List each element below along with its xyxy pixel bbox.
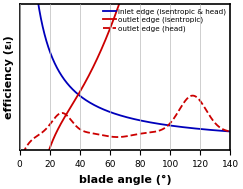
inlet edge (isentropic & head) (223, 130, 226, 132)
outlet edge (head) (229, 130, 232, 133)
outlet edge (head) (223, 129, 226, 131)
inlet edge (isentropic & head) (184, 126, 187, 129)
Line: outlet edge (isentropic): outlet edge (isentropic) (20, 0, 230, 189)
Line: outlet edge (head): outlet edge (head) (20, 96, 230, 163)
inlet edge (isentropic & head) (229, 130, 232, 133)
inlet edge (isentropic & head) (121, 115, 124, 117)
outlet edge (head) (121, 136, 124, 138)
outlet edge (head) (115, 136, 118, 138)
outlet edge (head) (191, 94, 194, 97)
outlet edge (isentropic) (115, 10, 118, 12)
outlet edge (head) (29, 140, 32, 143)
inlet edge (isentropic & head) (223, 130, 226, 132)
outlet edge (head) (18, 161, 21, 164)
inlet edge (isentropic & head) (115, 113, 118, 115)
outlet edge (head) (184, 99, 187, 101)
Y-axis label: efficiency (εᵢ): efficiency (εᵢ) (4, 36, 14, 119)
Line: inlet edge (isentropic & head): inlet edge (isentropic & head) (20, 0, 230, 132)
outlet edge (head) (223, 129, 226, 131)
X-axis label: blade angle (°): blade angle (°) (79, 175, 171, 185)
Legend: inlet edge (isentropic & head), outlet edge (isentropic), outlet edge (head): inlet edge (isentropic & head), outlet e… (102, 8, 227, 33)
